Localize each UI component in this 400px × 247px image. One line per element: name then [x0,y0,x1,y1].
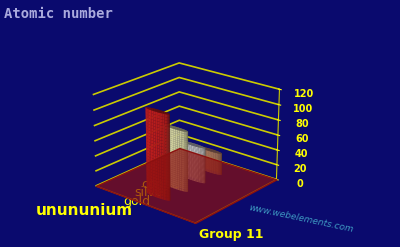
Text: Atomic number: Atomic number [4,7,113,21]
Text: www.webelements.com: www.webelements.com [248,203,354,234]
